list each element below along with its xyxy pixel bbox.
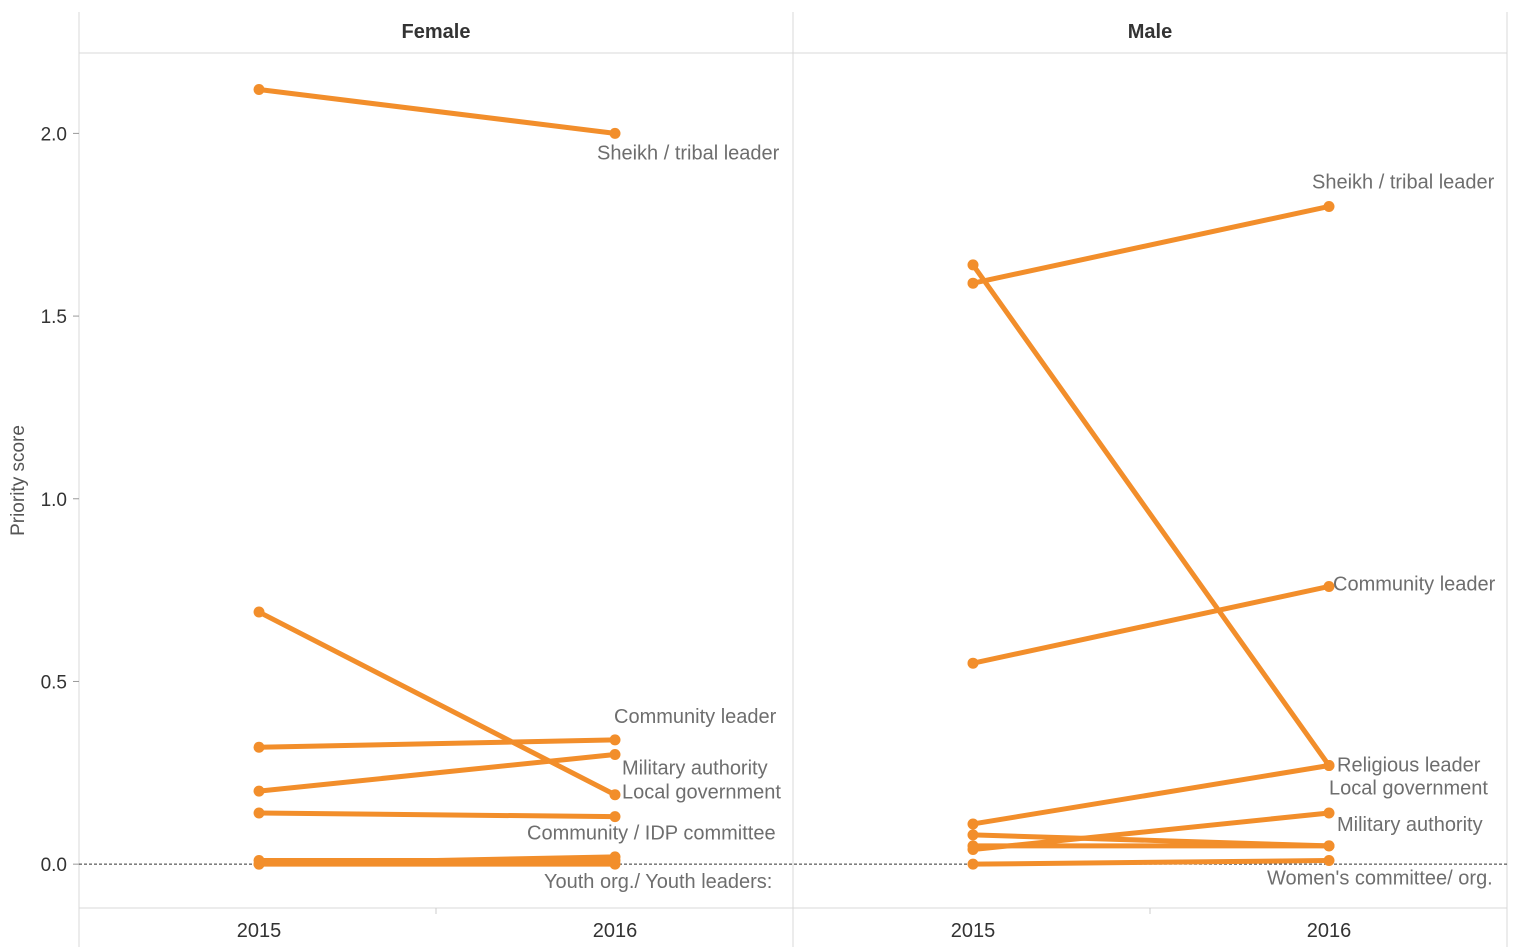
data-point-2016: [1323, 807, 1335, 819]
y-tick-label: 0.5: [41, 672, 67, 693]
data-point-2016: [609, 855, 621, 866]
series-segment: [970, 262, 1332, 768]
panels: Female 2015 2016 Sheikh / tribal leader Comm…: [237, 21, 1496, 942]
data-point-2015: [967, 840, 979, 852]
series-segment: [256, 737, 618, 750]
series-segment: [256, 810, 618, 820]
series-label: Community / IDP committee: [527, 823, 776, 845]
series-segment: [256, 87, 618, 136]
data-point-2016: [609, 734, 621, 746]
series-segment: [970, 203, 1332, 286]
data-point-2015: [967, 277, 979, 289]
data-point-2016: [609, 789, 621, 801]
data-point-2016: [1323, 580, 1335, 592]
series-label: Women's committee/ org.: [1267, 868, 1493, 890]
series-line: Sheikh / tribal leader: [253, 84, 780, 164]
series-line: Community / IDP committee: [253, 807, 776, 845]
series-line: Women's committee/ org.: [967, 855, 1493, 890]
data-point-2016: [1323, 840, 1335, 852]
series-line: Community leader: [967, 573, 1496, 669]
series-segment: [256, 752, 618, 794]
series-segment: [970, 763, 1332, 827]
y-tick-label: 0.0: [41, 855, 67, 876]
x-tick-label: 2016: [1307, 920, 1352, 942]
data-point-2016: [609, 127, 621, 139]
x-tick-label: 2015: [951, 920, 996, 942]
y-tick-label: 1.5: [41, 307, 67, 328]
data-point-2015: [253, 741, 265, 753]
series-label: Sheikh / tribal leader: [1312, 171, 1495, 193]
panel-male: Male 2015 2016 Sheikh / tribal leader Commun…: [951, 21, 1496, 942]
series-label: Community leader: [1333, 573, 1496, 595]
data-point-2015: [253, 855, 265, 866]
data-point-2016: [609, 811, 621, 823]
data-point-2015: [967, 818, 979, 830]
data-point-2016: [1323, 760, 1335, 771]
data-point-2015: [253, 606, 265, 618]
y-axis-label: Priority score: [8, 425, 29, 536]
series-segment: [970, 583, 1332, 666]
series-label: Local government: [622, 782, 781, 804]
data-point-2015: [253, 84, 265, 96]
data-point-2015: [967, 259, 979, 271]
series-label: Community leader: [614, 706, 777, 728]
y-tick-label: 1.0: [41, 490, 67, 511]
series-line: Military authority: [253, 749, 768, 797]
chart-frame: [78, 12, 1508, 947]
panel-title: Female: [402, 21, 471, 43]
series-label: Local government: [1329, 778, 1488, 800]
series-line: Local government: [253, 606, 781, 804]
data-point-2015: [967, 829, 979, 841]
series-label: Military authority: [622, 758, 768, 780]
y-tick-label: 2.0: [41, 124, 67, 145]
y-axis: 0.0 0.5 1.0 1.5 2.0: [41, 124, 79, 876]
series-line: Community leader: [253, 706, 777, 753]
data-point-2015: [967, 858, 979, 870]
data-point-2016: [1323, 200, 1335, 212]
data-point-2015: [253, 807, 265, 819]
series-line: Local government: [967, 760, 1488, 830]
series-segment: [256, 609, 618, 798]
series-line: [967, 840, 1335, 852]
panel-female: Female 2015 2016 Sheikh / tribal leader Comm…: [237, 21, 782, 942]
x-tick-label: 2016: [593, 920, 638, 942]
series-label: Religious leader: [1337, 755, 1481, 777]
series-segment: [970, 858, 1332, 867]
series-line: Religious leader: [967, 259, 1481, 777]
series-label: Youth org./ Youth leaders:: [544, 871, 772, 893]
data-point-2015: [253, 785, 265, 797]
data-point-2016: [1323, 855, 1335, 866]
panel-title: Male: [1128, 21, 1172, 43]
x-tick-label: 2015: [237, 920, 282, 942]
data-point-2016: [609, 749, 621, 761]
series-line: Sheikh / tribal leader: [967, 171, 1495, 289]
series-label: Sheikh / tribal leader: [597, 142, 780, 164]
series-label: Military authority: [1337, 814, 1483, 836]
series-line: [253, 855, 621, 866]
data-point-2015: [967, 657, 979, 669]
